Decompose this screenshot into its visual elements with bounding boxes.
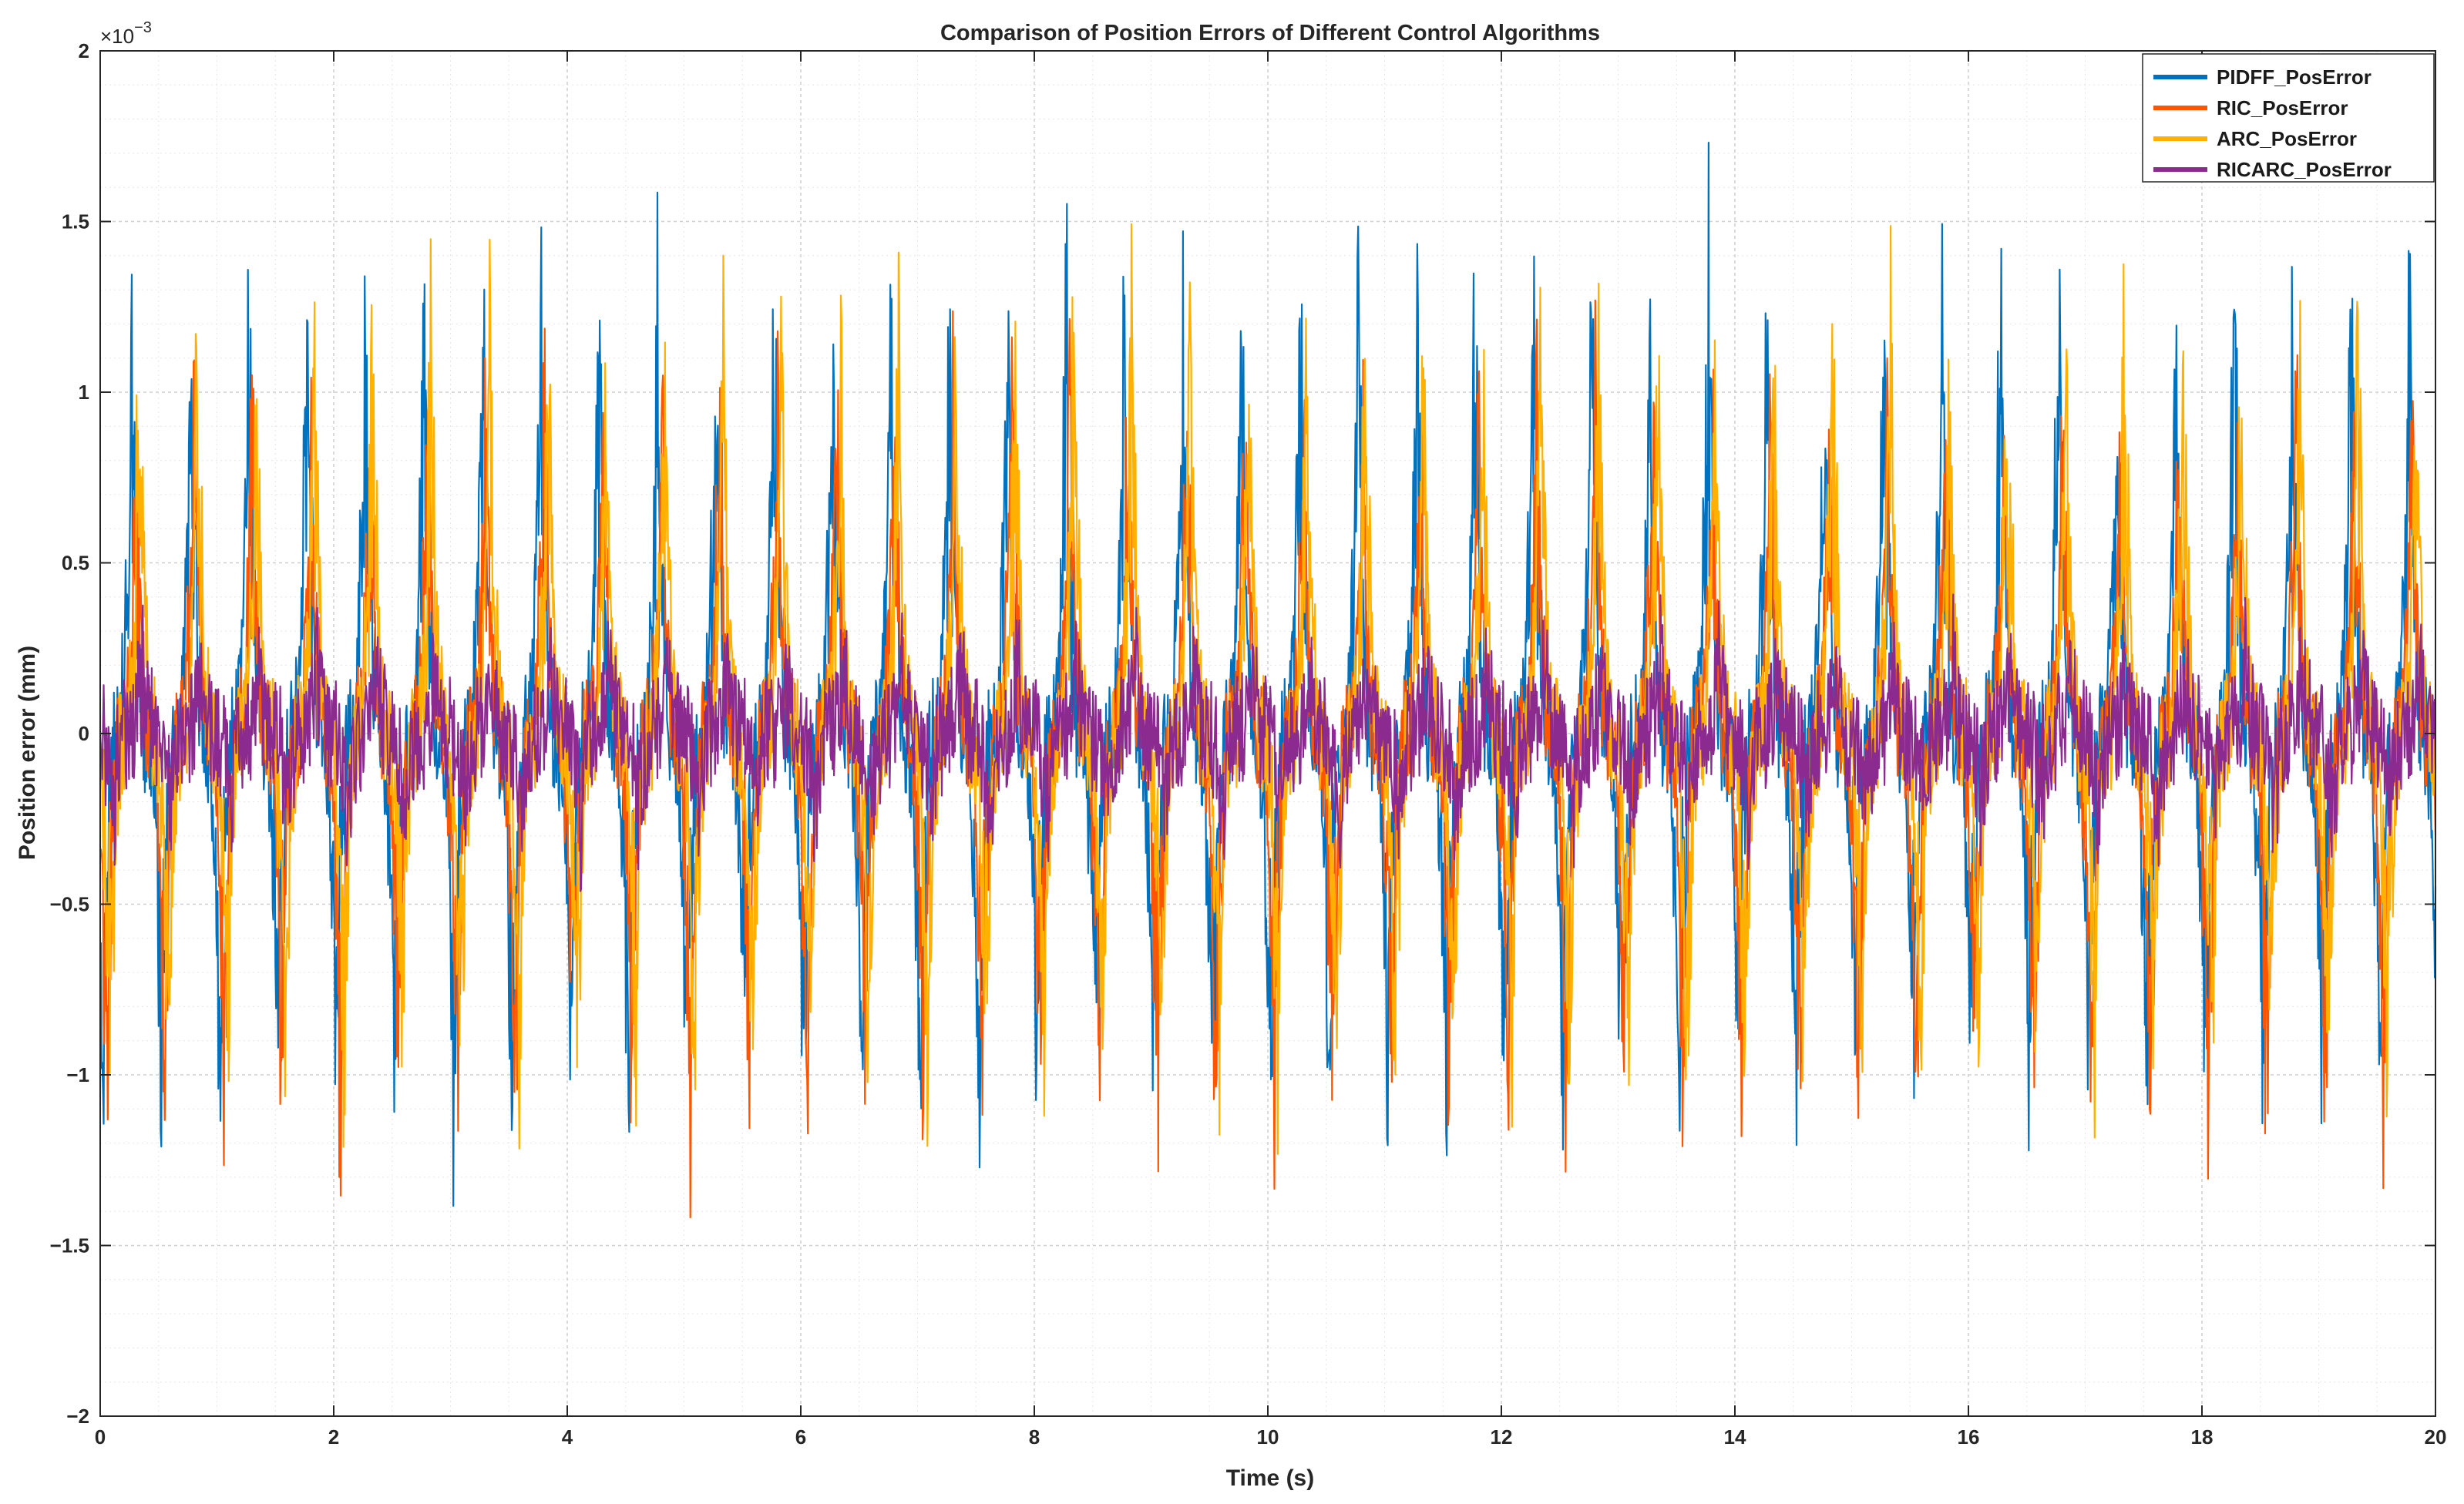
- x-tick-label: 4: [562, 1425, 573, 1449]
- y-axis: 2 1.5 1 0.5 0 −0.5 −1 −1.5 −2: [50, 39, 2435, 1428]
- legend-entry: ARC_PosError: [2217, 127, 2357, 150]
- x-axis-label: Time (s): [1226, 1465, 1314, 1491]
- x-tick-label: 8: [1029, 1425, 1040, 1449]
- y-tick-label: −2: [66, 1405, 89, 1428]
- legend-entry: RIC_PosError: [2217, 96, 2348, 119]
- y-tick-label: −0.5: [50, 893, 89, 916]
- series-line: [99, 593, 2437, 892]
- y-tick-label: 0.5: [62, 552, 89, 575]
- y-exponent-base: ×10: [100, 25, 134, 48]
- y-exponent-power: −3: [134, 19, 152, 36]
- legend: PIDFF_PosError RIC_PosError ARC_PosError RI…: [2142, 53, 2435, 183]
- legend-entry: RICARC_PosError: [2217, 158, 2392, 181]
- series-line: [99, 223, 2437, 1155]
- chart-title: Comparison of Position Errors of Differe…: [940, 21, 1600, 45]
- y-tick-label: 1: [79, 381, 89, 404]
- legend-entry: PIDFF_PosError: [2217, 65, 2372, 89]
- minor-grid: [100, 51, 2435, 1416]
- x-tick-label: 16: [1958, 1425, 1980, 1449]
- y-tick-label: 2: [79, 39, 89, 62]
- x-tick-label: 6: [795, 1425, 806, 1449]
- y-tick-label: 1.5: [62, 210, 89, 233]
- x-tick-label: 20: [2425, 1425, 2447, 1449]
- x-tick-label: 12: [1491, 1425, 1513, 1449]
- x-tick-label: 10: [1257, 1425, 1279, 1449]
- x-tick-label: 0: [95, 1425, 106, 1449]
- series-layer: [99, 142, 2437, 1219]
- x-tick-label: 14: [1724, 1425, 1746, 1449]
- y-tick-label: 0: [79, 722, 89, 745]
- y-axis-label: Position error (mm): [15, 646, 40, 860]
- x-tick-label: 18: [2191, 1425, 2214, 1449]
- x-tick-label: 2: [328, 1425, 339, 1449]
- y-tick-label: −1.5: [50, 1234, 89, 1257]
- x-axis: 0 2 4 6 8 10 12 14 16 18 20: [95, 51, 2447, 1449]
- y-tick-label: −1: [66, 1063, 89, 1086]
- y-axis-exponent: ×10−3: [100, 19, 152, 48]
